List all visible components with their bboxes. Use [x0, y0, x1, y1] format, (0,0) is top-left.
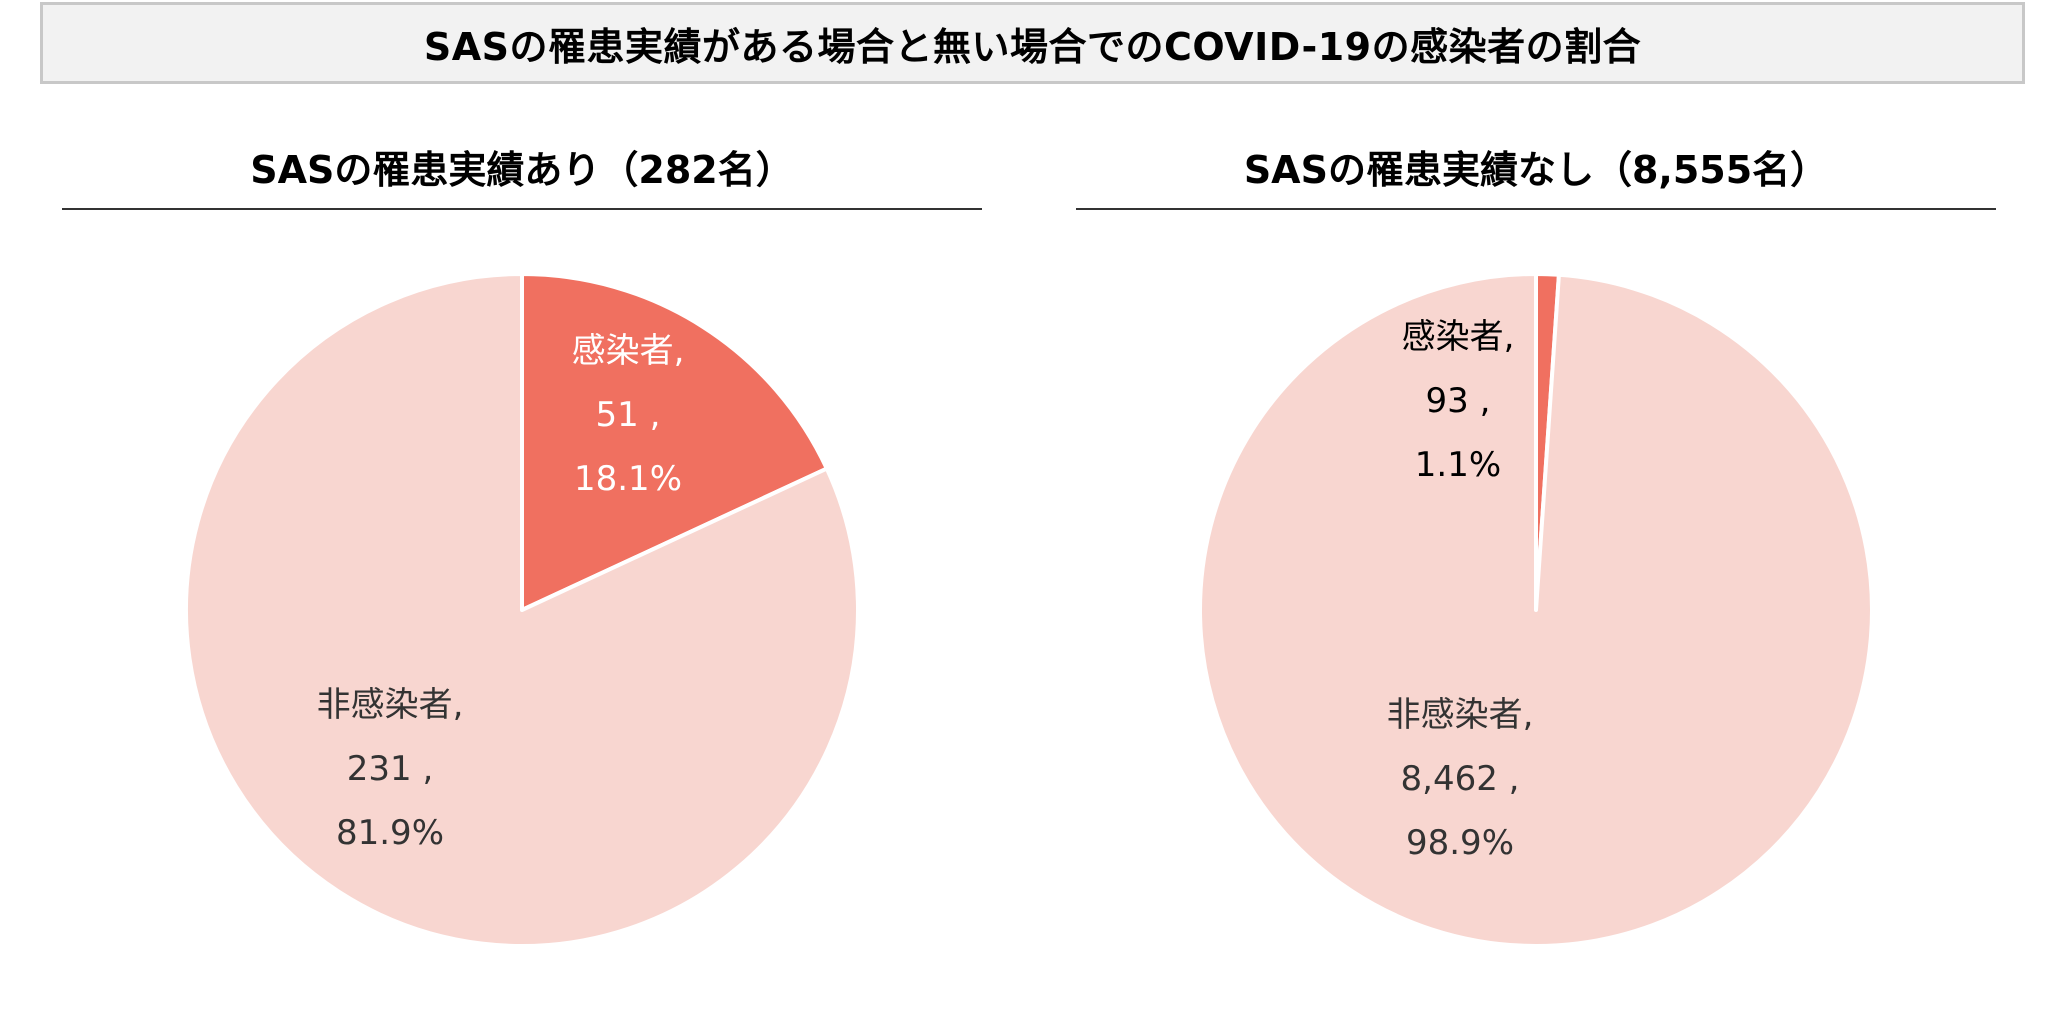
- pie-title-with-sas: SASの罹患実績あり（282名）: [250, 147, 794, 192]
- pie-chart-without-sas: 感染者, 93 , 1.1% 非感染者, 8,462 , 98.9%: [1198, 272, 1875, 948]
- data-label-value: 93 ,: [1426, 381, 1491, 421]
- data-label-percent: 1.1%: [1415, 445, 1501, 485]
- title-underline: [1076, 208, 1996, 210]
- data-label-category: 非感染者,: [1387, 695, 1534, 735]
- pie-slice-non-infected: [1198, 272, 1875, 948]
- data-label-value: 231 ,: [347, 749, 434, 789]
- data-label-value: 51 ,: [596, 395, 661, 435]
- data-label-category: 感染者,: [572, 331, 685, 371]
- data-label-percent: 98.9%: [1406, 823, 1514, 863]
- pie-chart-with-sas: 感染者, 51 , 18.1% 非感染者, 231 , 81.9%: [184, 272, 860, 948]
- pie-panel-with-sas: SASの罹患実績あり（282名） 感染者, 51 , 18.1% 非感染者, 231 ,…: [62, 128, 982, 1008]
- data-label-category: 非感染者,: [317, 685, 464, 725]
- page-title: SASの罹患実績がある場合と無い場合でのCOVID-19の感染者の割合: [423, 24, 1642, 69]
- pie-slice-non-infected: [184, 272, 860, 948]
- data-label-percent: 18.1%: [574, 459, 682, 499]
- data-label-value: 8,462 ,: [1401, 759, 1520, 799]
- title-underline: [62, 208, 982, 210]
- data-label-percent: 81.9%: [336, 813, 444, 853]
- pie-panel-without-sas: SASの罹患実績なし（8,555名） 感染者, 93 , 1.1% 非感染者, 8,46…: [1076, 128, 1996, 1008]
- pie-title-without-sas: SASの罹患実績なし（8,555名）: [1243, 147, 1829, 192]
- page-header: SASの罹患実績がある場合と無い場合でのCOVID-19の感染者の割合: [40, 2, 2025, 84]
- pie-slice-infected: [520, 272, 829, 612]
- data-label-category: 感染者,: [1402, 317, 1515, 357]
